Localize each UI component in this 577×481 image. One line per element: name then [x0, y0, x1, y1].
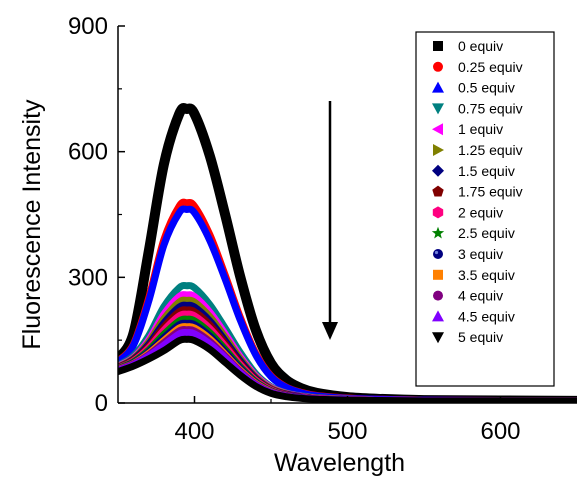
legend-marker-0-75-equiv	[432, 103, 444, 115]
legend-marker-1-25-equiv	[433, 144, 444, 156]
legend-entry-3-5-equiv: 3.5 equiv	[433, 267, 515, 283]
y-tick-label: 0	[95, 390, 108, 417]
legend-marker-2-5-equiv	[431, 226, 445, 239]
y-axis-title: Fluorescence Intensity	[18, 99, 46, 350]
legend-label: 4 equiv	[458, 288, 503, 304]
y-tick-label: 900	[68, 13, 108, 40]
legend-marker-2-equiv	[432, 206, 444, 219]
legend-label: 0.5 equiv	[458, 80, 515, 96]
trend-arrow	[322, 101, 338, 340]
legend-label: 5 equiv	[458, 329, 503, 345]
legend-entry-4-5-equiv: 4.5 equiv	[432, 308, 515, 324]
legend-label: 3.5 equiv	[458, 267, 515, 283]
legend-entry-0-5-equiv: 0.5 equiv	[432, 80, 515, 96]
legend-label: 1.5 equiv	[458, 163, 515, 179]
legend-marker-5-equiv	[432, 332, 444, 344]
legend-entry-0-75-equiv: 0.75 equiv	[432, 100, 523, 116]
y-tick-label: 600	[68, 139, 108, 166]
legend-label: 1.75 equiv	[458, 184, 523, 200]
legend-entry-2-5-equiv: 2.5 equiv	[431, 225, 515, 241]
x-tick-label: 500	[327, 418, 367, 445]
legend-entry-3-equiv: 3 equiv	[433, 246, 503, 262]
legend: 0 equiv 0.25 equiv 0.5 equiv 0.75 equiv 1 eq…	[415, 31, 555, 387]
legend-marker-0-25-equiv	[433, 61, 443, 72]
legend-marker-3-equiv	[433, 249, 443, 259]
legend-entry-5-equiv: 5 equiv	[432, 329, 503, 345]
x-tick-label: 400	[174, 418, 214, 445]
legend-entry-4-equiv: 4 equiv	[433, 288, 503, 304]
legend-entry-1-75-equiv: 1.75 equiv	[432, 184, 523, 200]
legend-entry-0-25-equiv: 0.25 equiv	[433, 59, 523, 75]
legend-entry-1-5-equiv: 1.5 equiv	[432, 163, 515, 179]
arrow-head	[322, 322, 338, 340]
legend-marker-3-5-equiv	[433, 269, 443, 280]
y-tick-label: 300	[68, 264, 108, 291]
legend-marker-1-75-equiv	[432, 185, 444, 197]
legend-entry-1-25-equiv: 1.25 equiv	[433, 142, 523, 158]
legend-label: 1 equiv	[458, 121, 503, 137]
legend-marker-1-5-equiv	[432, 164, 444, 177]
legend-label: 0.75 equiv	[458, 100, 523, 116]
legend-marker-4-equiv	[433, 290, 443, 301]
series-layer	[118, 103, 577, 403]
legend-marker-0-equiv	[433, 41, 443, 51]
legend-label: 1.25 equiv	[458, 142, 523, 158]
legend-label: 4.5 equiv	[458, 308, 515, 324]
legend-marker-0-5-equiv	[432, 81, 444, 93]
x-tick-label: 600	[480, 418, 520, 445]
axes: 0 300 600 900 400 500 600 Wavelength Fluorescenc…	[18, 13, 577, 477]
legend-label: 3 equiv	[458, 246, 503, 262]
series-line-5-equiv	[118, 335, 577, 403]
legend-label: 0 equiv	[458, 38, 503, 54]
legend-marker-1-equiv	[432, 123, 443, 136]
legend-entry-2-equiv: 2 equiv	[432, 204, 503, 220]
legend-entry-1-equiv: 1 equiv	[432, 121, 503, 137]
legend-marker-4-5-equiv	[432, 310, 444, 322]
x-axis-title: Wavelength	[274, 449, 405, 477]
legend-label: 2 equiv	[458, 204, 503, 220]
legend-label: 2.5 equiv	[458, 225, 515, 241]
legend-marker-3-equiv-highlight	[434, 250, 439, 255]
legend-entry-0-equiv: 0 equiv	[433, 38, 503, 54]
legend-label: 0.25 equiv	[458, 59, 523, 75]
